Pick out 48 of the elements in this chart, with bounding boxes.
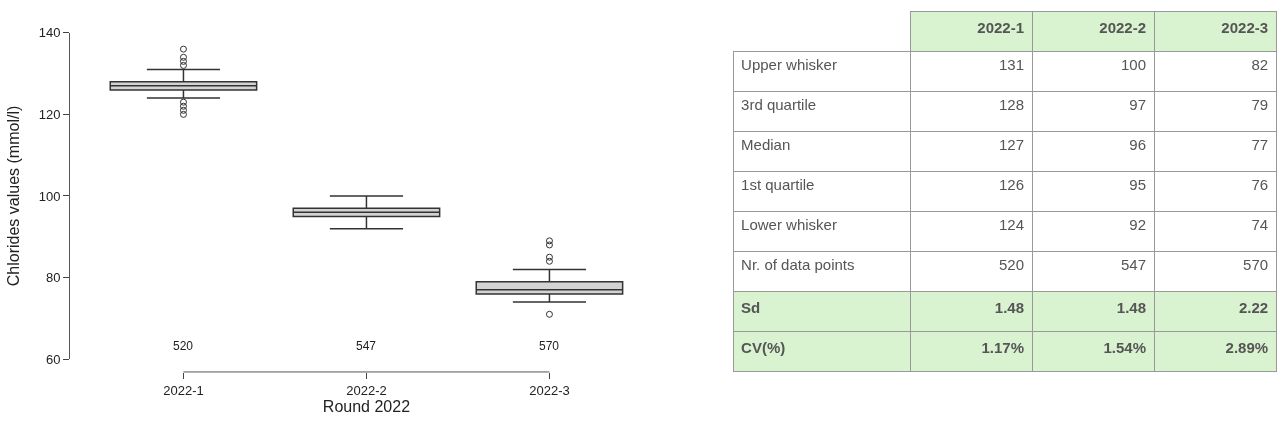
- text: 96: [1129, 136, 1147, 154]
- text: 126: [999, 176, 1025, 194]
- text: 95: [1129, 176, 1147, 194]
- text: 570: [1243, 256, 1269, 274]
- y-tick-label: 140: [38, 25, 61, 41]
- annotation: 570: [539, 339, 560, 353]
- text: 92: [1129, 216, 1147, 234]
- category-label: Lower whisker: [741, 216, 837, 234]
- text: 124: [999, 216, 1025, 234]
- text: 128: [999, 96, 1025, 114]
- category-label: Upper whisker: [741, 56, 837, 74]
- text: 547: [1121, 256, 1147, 274]
- y-tick-label: 80: [45, 270, 61, 286]
- text: 2.22: [1238, 299, 1269, 316]
- y-tick-label: 100: [38, 188, 61, 204]
- category-label: Sd: [741, 299, 761, 316]
- text: 127: [999, 136, 1025, 154]
- x-axis-title: Round 2022: [322, 397, 411, 415]
- text: 131: [999, 56, 1025, 74]
- y-tick-label: 120: [38, 106, 61, 122]
- text: 1.17%: [981, 339, 1025, 356]
- category-label: Nr. of data points: [741, 256, 855, 274]
- text: 82: [1251, 56, 1269, 74]
- x-tick-label: 2022-2: [346, 382, 387, 398]
- text: 74: [1251, 216, 1269, 234]
- x-tick-label: 2022-3: [529, 382, 570, 398]
- text: 97: [1129, 96, 1147, 114]
- category-label: 2022-2: [1099, 19, 1147, 36]
- text: 77: [1251, 136, 1269, 154]
- text: 1.48: [994, 299, 1025, 316]
- category-label: Median: [741, 136, 791, 154]
- y-tick-label: 60: [45, 351, 61, 367]
- category-label: 1st quartile: [741, 176, 815, 194]
- category-label: 3rd quartile: [741, 96, 817, 114]
- category-label: 2022-1: [977, 19, 1025, 36]
- text: 2.89%: [1225, 339, 1269, 356]
- annotation: 547: [356, 339, 377, 353]
- text: 100: [1121, 56, 1147, 74]
- text: 1.48: [1116, 299, 1147, 316]
- annotation: 520: [173, 339, 194, 353]
- text: 79: [1251, 96, 1269, 114]
- x-tick-label: 2022-1: [163, 382, 204, 398]
- y-axis-title: Chlorides values (mmol/l): [4, 105, 22, 287]
- category-label: 2022-3: [1221, 19, 1269, 36]
- text: 520: [999, 256, 1025, 274]
- category-label: CV(%): [741, 339, 786, 356]
- text: 76: [1251, 176, 1269, 194]
- text: 1.54%: [1103, 339, 1147, 356]
